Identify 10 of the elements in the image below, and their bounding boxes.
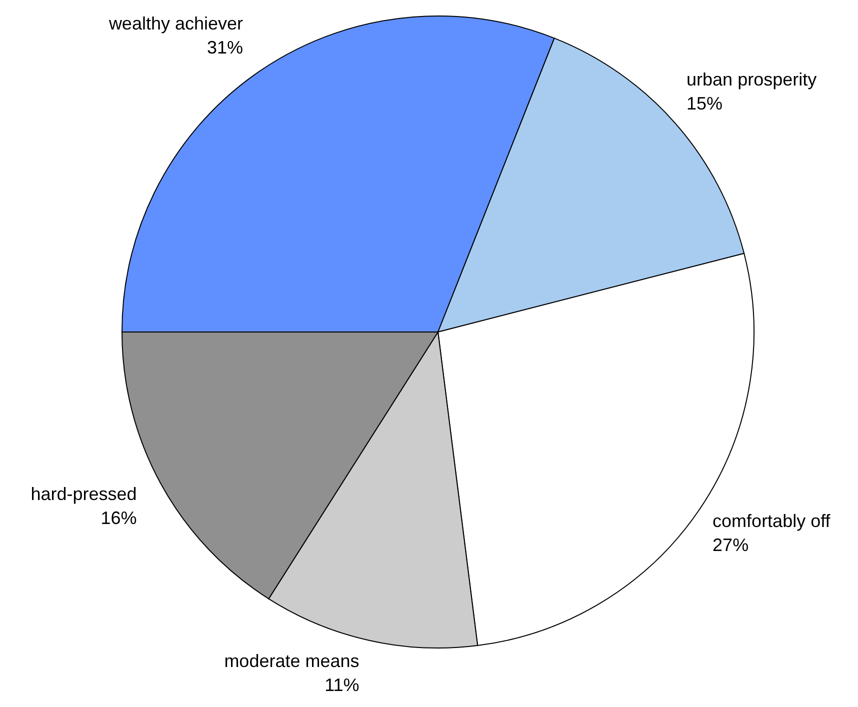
data-label: 31% xyxy=(206,37,244,58)
slice-label: hard-pressed xyxy=(30,484,137,504)
data-label: 27% xyxy=(712,534,749,555)
data-label: 11% xyxy=(324,674,360,695)
slice-label: urban prosperity xyxy=(686,69,817,90)
slice-label: moderate means xyxy=(224,650,360,671)
data-label: 15% xyxy=(686,93,723,114)
slice-label: comfortably off xyxy=(712,510,832,531)
data-label: 16% xyxy=(100,508,137,528)
slice-label: wealthy achiever xyxy=(108,13,244,34)
